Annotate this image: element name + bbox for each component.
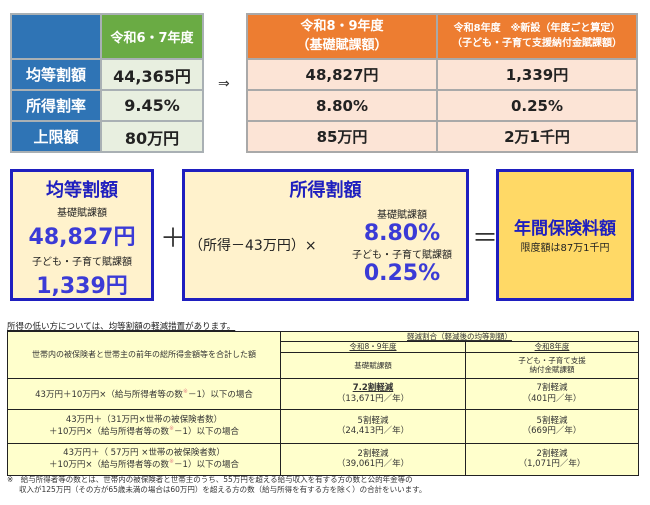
new-base-limit: 85万円 [246,120,438,153]
cond-text-2: ＋10万円×（給与所得者等の数 [49,460,169,471]
income-levy-box: 所得割額 （所得－43万円）× 基礎賦課額 8.80% 子ども・子育て賦課額 0… [182,169,469,301]
cond-text: 43万円＋（31万円×世帯の被保険者数） [65,414,223,425]
income-header: 世帯内の被保険者と世帯主の前年の総所得金額等を合計した額 [7,331,281,379]
child-amount: （401円／年） [522,393,582,404]
cond-text-tail: －1）以下の場合 [187,389,253,400]
footnote-line1: ※ 給与所得者等の数とは、世帯内の被保険者と世帯主のうち、55万円を超える給与収… [7,475,413,484]
child-reduction-row-2: 5割軽減 （669円／年） [464,408,640,444]
income-child-value: 0.25% [363,261,441,286]
income-levy-title: 所得割額 [289,180,362,201]
child-amount: （1,071円／年） [518,459,586,470]
condition-row-1: 43万円＋10万円×（給与所得者等の数※－1）以下の場合 [7,377,281,410]
footnote-line2: 収入が125万円（その方が65歳未満の場合は60万円）を超える方の数（給与所得を… [19,484,427,494]
annual-premium-limit: 限度額は87万1千円 [520,243,610,254]
cond-text: 43万円＋10万円×（給与所得者等の数 [35,389,183,400]
footnote: ※ 給与所得者等の数とは、世帯内の被保険者と世帯主のうち、55万円を超える給与収… [7,475,426,495]
child-type-header: 子ども・子育て支援 納付金賦課額 [464,351,640,379]
child-ratio: 5割軽減 [536,415,568,426]
current-limit-value: 80万円 [100,120,204,153]
cond-text: 43万円＋（ 57万円 ×世帯の被保険者数） [63,447,225,458]
row-label-per-capita: 均等割額 [10,58,102,91]
year-base-header: 令和8・9年度 [280,341,466,353]
blank-header-cell [10,13,102,60]
current-per-capita-value: 44,365円 [100,58,204,91]
row-label-income-rate: 所得割率 [10,89,102,122]
income-expression: （所得－43万円）× [189,238,317,254]
footnote-mark: ※ [169,425,175,433]
cond-text-tail: －1）以下の場合 [174,460,239,471]
condition-row-3: 43万円＋（ 57万円 ×世帯の被保険者数） ＋10万円×（給与所得者等の数※－… [7,442,281,476]
footnote-mark: ※ [169,458,175,466]
current-year-header: 令和6・7年度 [100,13,204,60]
reduction-table: 世帯内の被保険者と世帯主の前年の総所得金額等を合計した額 軽減割合（軽減後の均等… [7,330,640,476]
per-capita-box: 均等割額 基礎賦課額 48,827円 子ども・子育て賦課額 1,339円 [10,169,154,301]
base-reduction-row-3: 2割軽減 （39,061円／年） [280,442,466,476]
base-amount: （39,061円／年） [336,459,410,470]
base-ratio: 5割軽減 [357,415,389,426]
cond-text-2: ＋10万円×（給与所得者等の数 [49,427,169,438]
new-child-limit: 2万1千円 [436,120,638,153]
arrow-icon: ⇒ [218,76,230,92]
new-child-header-line1: 令和8年度 ※新設（年度ごと算定） [453,23,621,34]
per-capita-title: 均等割額 [46,180,118,201]
child-amount: （669円／年） [522,426,582,437]
per-capita-child-value: 1,339円 [36,274,128,299]
new-base-header-line2: （基礎賦課額） [296,37,388,53]
new-base-header-line1: 令和8・9年度 [300,18,384,34]
child-reduction-row-1: 7割軽減 （401円／年） [464,377,640,410]
footnote-mark: ※ [182,387,188,395]
base-reduction-row-2: 5割軽減 （24,413円／年） [280,408,466,444]
new-rates-table: 令和8・9年度 （基礎賦課額） 令和8年度 ※新設（年度ごと算定） （子ども・子… [246,13,638,153]
per-capita-base-label: 基礎賦課額 [57,208,107,219]
income-rates: 基礎賦課額 8.80% 子ども・子育て賦課額 0.25% [337,206,467,286]
new-child-per-capita: 1,339円 [436,58,638,91]
per-capita-child-label: 子ども・子育て賦課額 [32,257,132,268]
annual-premium-box: 年間保険料額 限度額は87万1千円 [496,169,634,301]
per-capita-base-value: 48,827円 [28,225,136,250]
base-type-header: 基礎賦課額 [280,351,466,379]
plus-icon: ＋ [160,224,187,254]
income-child-label: 子ども・子育て賦課額 [352,250,452,261]
new-child-header: 令和8年度 ※新設（年度ごと算定） （子ども・子育て支援納付金賦課額） [436,13,638,60]
ratio-header: 軽減割合（軽減後の均等割額） [280,330,639,343]
child-ratio: 2割軽減 [536,448,568,459]
annual-premium-title: 年間保険料額 [514,219,616,239]
child-reduction-row-3: 2割軽減 （1,071円／年） [464,442,640,476]
base-amount: （13,671円／年） [336,393,410,404]
row-label-limit: 上限額 [10,120,102,153]
current-rates-table: 令和6・7年度 均等割額 44,365円 所得割率 9.45% 上限額 80万円 [10,13,204,153]
child-type-line1: 子ども・子育て支援 [518,355,586,365]
new-base-per-capita: 48,827円 [246,58,438,91]
new-child-income-rate: 0.25% [436,89,638,122]
base-amount: （24,413円／年） [336,426,410,437]
year-child-header: 令和8年度 [464,341,640,353]
cond-text-tail: －1）以下の場合 [174,427,239,438]
new-child-header-line2: （子ども・子育て支援納付金賦課額） [452,37,622,49]
base-ratio: 7.2割軽減 [352,383,394,394]
reduction-intro: 所得の低い方については、均等割額の軽減措置があります。 [7,322,236,332]
child-ratio: 7割軽減 [536,383,568,394]
new-base-header: 令和8・9年度 （基礎賦課額） [246,13,438,60]
income-base-value: 8.80% [363,221,441,246]
income-base-label: 基礎賦課額 [377,210,427,221]
base-reduction-row-1: 7.2割軽減 （13,671円／年） [280,377,466,410]
new-base-income-rate: 8.80% [246,89,438,122]
current-income-rate-value: 9.45% [100,89,204,122]
condition-row-2: 43万円＋（31万円×世帯の被保険者数） ＋10万円×（給与所得者等の数※－1）… [7,408,281,444]
equals-icon: ＝ [472,224,499,254]
base-ratio: 2割軽減 [357,448,389,459]
child-type-line2: 納付金賦課額 [529,365,575,375]
